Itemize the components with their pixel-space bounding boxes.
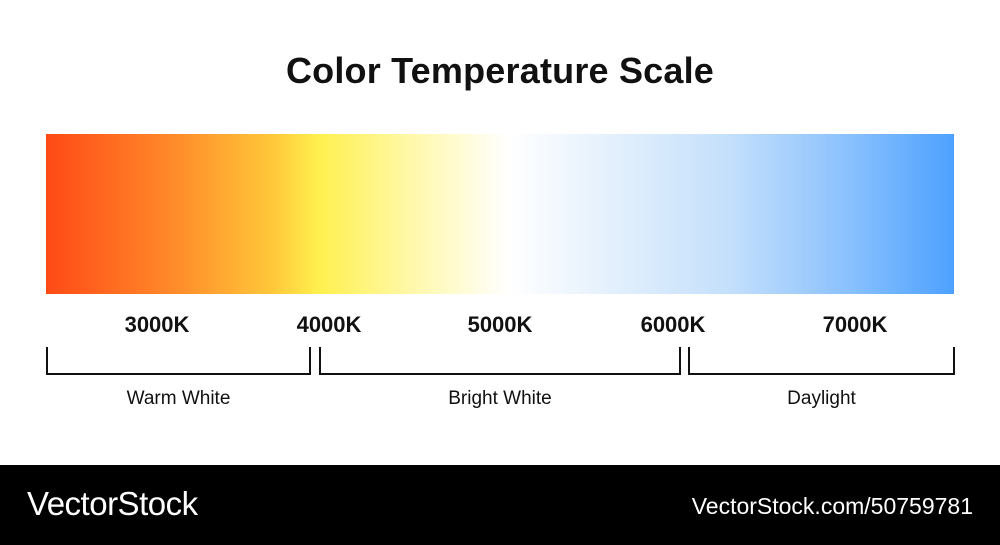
color-temperature-gradient	[46, 134, 954, 294]
bracket-bright-white	[319, 347, 681, 375]
tick-label-5000k: 5000K	[467, 312, 533, 337]
footer-bar: VectorStock VectorStock.com/50759781	[0, 465, 1000, 545]
group-label-daylight: Daylight	[787, 388, 856, 409]
footer-url[interactable]: VectorStock.com/50759781	[691, 493, 973, 519]
tick-label-6000k: 6000K	[640, 312, 706, 337]
tick-label-3000k: 3000K	[124, 312, 190, 337]
page-title: Color Temperature Scale	[285, 50, 715, 91]
tick-label-4000k: 4000K	[296, 312, 362, 337]
group-label-bright-white: Bright White	[448, 388, 552, 409]
group-label-warm-white: Warm White	[126, 388, 231, 409]
bracket-daylight	[688, 347, 955, 375]
brand-logo[interactable]: VectorStock	[27, 485, 198, 522]
bracket-warm-white	[46, 347, 311, 375]
tick-label-7000k: 7000K	[822, 312, 888, 337]
